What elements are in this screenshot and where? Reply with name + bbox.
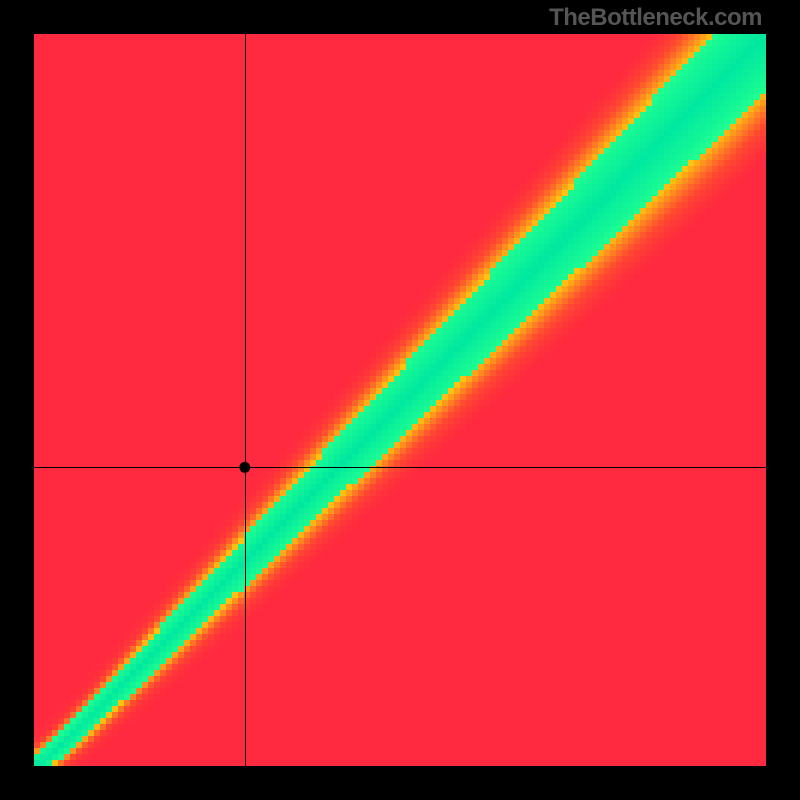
chart-container: TheBottleneck.com [0,0,800,800]
bottleneck-heatmap [34,34,766,766]
watermark-text: TheBottleneck.com [549,4,762,32]
